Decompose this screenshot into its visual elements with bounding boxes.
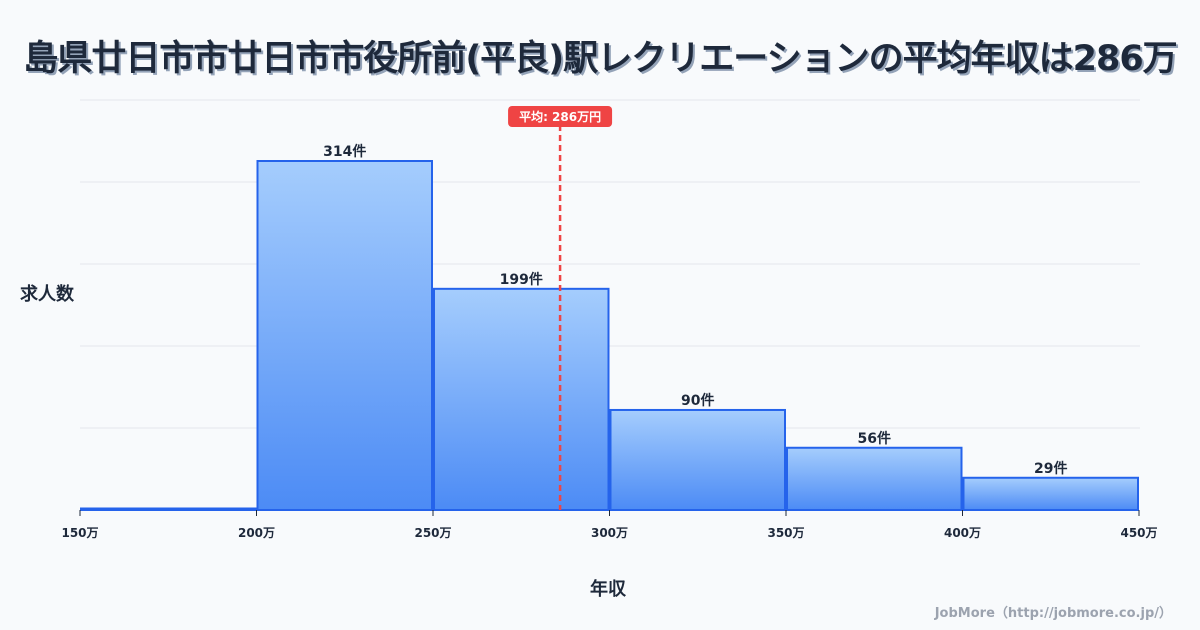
gridlines [80, 99, 1140, 429]
x-tick-label: 150万 [61, 526, 98, 540]
y-axis-label: 求人数 [20, 284, 74, 305]
x-tick-label: 400万 [944, 526, 981, 540]
footer-credit: JobMore（http://jobmore.co.jp/） [934, 606, 1172, 621]
x-tick-label: 450万 [1120, 526, 1157, 540]
bar-value-label: 314件 [323, 143, 366, 160]
mean-badge [508, 106, 613, 127]
histogram-bar [786, 446, 963, 512]
bar-value-label: 199件 [500, 271, 543, 288]
x-axis-ticks: 150万 200万 250万 300万 350万 400万 450万 [61, 510, 1158, 540]
histogram-bar [433, 287, 610, 512]
x-tick-label: 300万 [591, 526, 628, 540]
histogram-bar [256, 160, 433, 511]
x-tick-label: 350万 [767, 526, 804, 540]
mean-marker: 平均: 286万円 [508, 106, 613, 510]
x-axis-label: 年収 [590, 579, 626, 600]
histogram-bar [80, 507, 257, 511]
bars: 314件 199件 90件 56件 29件 [80, 143, 1139, 512]
histogram-bar [609, 408, 786, 511]
x-tick-label: 250万 [414, 526, 451, 540]
mean-badge-label: 平均: 286万円 [519, 109, 601, 124]
bar-value-label: 56件 [858, 430, 891, 447]
histogram-bar [962, 476, 1139, 511]
bar-value-label: 90件 [681, 392, 714, 409]
chart-title: 島県廿日市市廿日市市役所前(平良)駅レクリエーションの平均年収は286万 [23, 39, 1177, 79]
bar-value-label: 29件 [1034, 460, 1067, 477]
x-tick-label: 200万 [238, 526, 275, 540]
